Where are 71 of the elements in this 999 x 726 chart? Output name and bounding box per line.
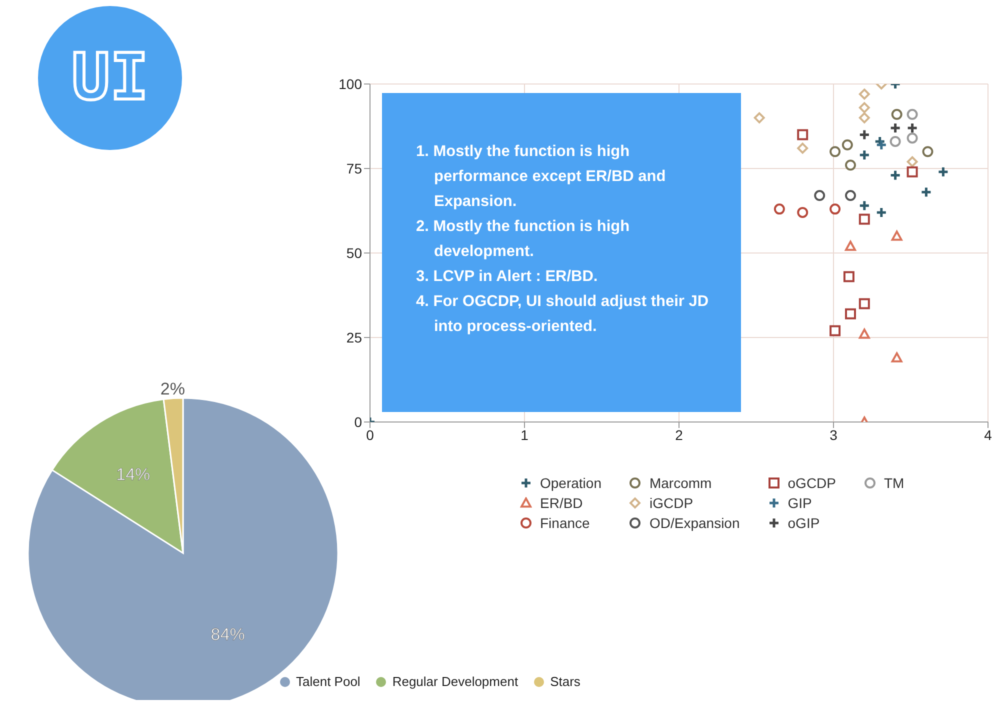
point	[891, 352, 902, 362]
y-tick-label: 0	[354, 414, 362, 430]
point	[906, 122, 918, 134]
legend-label: oGIP	[788, 515, 820, 531]
point	[844, 160, 856, 171]
data-label: 84%	[210, 624, 245, 644]
point	[858, 102, 870, 114]
point	[906, 166, 918, 178]
data-label: 14%	[116, 464, 150, 484]
point	[774, 204, 785, 215]
point	[891, 230, 902, 241]
point	[906, 132, 918, 144]
point	[844, 308, 856, 320]
point	[876, 206, 888, 218]
point	[922, 146, 934, 158]
point	[937, 166, 949, 178]
legend-label: Operation	[540, 475, 602, 491]
legend-label: Talent Pool	[296, 674, 360, 689]
legend-label: OD/Expansion	[649, 515, 740, 531]
point	[842, 139, 853, 150]
point	[858, 214, 870, 225]
y-tick-label: 75	[346, 160, 362, 176]
point	[920, 186, 932, 198]
point	[844, 190, 856, 202]
legend-label: GIP	[788, 495, 812, 511]
point	[906, 108, 918, 120]
point	[830, 146, 841, 158]
point	[797, 142, 808, 154]
y-tick-label: 25	[346, 329, 362, 346]
legend-label: iGCDP	[649, 495, 694, 511]
point	[891, 108, 902, 120]
legend-label: oGCDP	[788, 475, 836, 491]
point	[797, 206, 808, 218]
annotation: 3. LCVP in Alert : ER/BD.	[416, 267, 599, 287]
legend-label: Regular Development	[392, 674, 518, 689]
legend-label: Stars	[550, 674, 580, 689]
legend-label: Marcomm	[649, 475, 712, 491]
data-label: 2%	[160, 380, 185, 399]
point	[858, 128, 870, 140]
chart-title: UI	[71, 41, 149, 115]
annotation: 4. For OGCDP, UI should adjust their JD into process-oriented.	[416, 292, 710, 337]
point	[830, 204, 841, 215]
point	[858, 88, 870, 100]
legend-label: ER/BD	[540, 495, 583, 511]
point	[797, 129, 808, 140]
point	[858, 328, 870, 339]
annotation: 1. Mostly the function is high performance except ER/BD and Expansion.	[416, 142, 667, 212]
point	[830, 325, 841, 336]
point	[754, 112, 765, 124]
point	[858, 200, 870, 212]
point	[858, 149, 870, 161]
point	[876, 139, 888, 151]
x-tick-label: 3	[830, 426, 838, 443]
point	[814, 190, 826, 202]
x-tick-label: 4	[984, 426, 992, 443]
x-tick-label: 2	[675, 426, 684, 443]
point	[890, 136, 901, 147]
y-tick-label: 100	[338, 76, 362, 92]
legend-label: Finance	[540, 515, 590, 531]
annotation: 2. Mostly the function is high development.	[416, 217, 631, 262]
y-tick-label: 50	[346, 244, 362, 261]
x-tick-label: 0	[366, 426, 374, 443]
point	[843, 271, 854, 282]
point	[906, 156, 918, 168]
point	[858, 298, 870, 310]
point	[890, 170, 902, 182]
point	[890, 122, 902, 134]
point	[844, 240, 856, 251]
legend-label: TM	[884, 475, 904, 491]
x-tick-label: 1	[520, 426, 529, 443]
point	[858, 112, 870, 124]
